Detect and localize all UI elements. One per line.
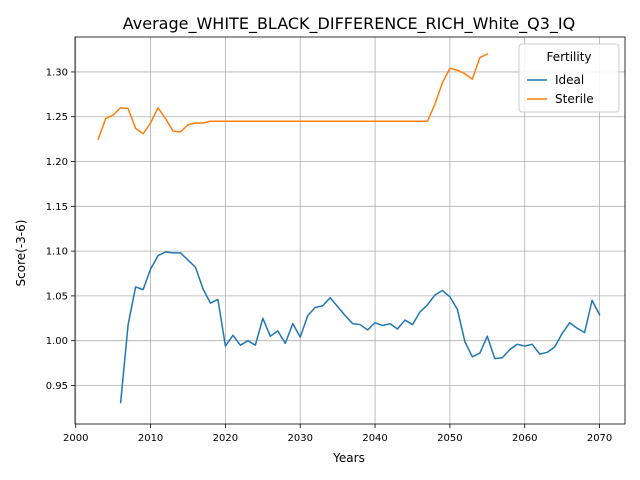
y-tick-label: 1.25	[46, 112, 68, 123]
x-tick-label: 2040	[362, 433, 387, 444]
x-tick-label: 2070	[587, 433, 612, 444]
y-tick-label: 1.00	[46, 336, 68, 347]
y-tick-label: 1.20	[46, 157, 68, 168]
x-tick-label: 2010	[138, 433, 163, 444]
chart-title: Average_WHITE_BLACK_DIFFERENCE_RICH_Whit…	[123, 14, 575, 34]
y-tick-label: 1.30	[46, 67, 68, 78]
x-tick-label: 2060	[512, 433, 537, 444]
y-axis-label: Score(-3-6)	[14, 220, 28, 287]
x-tick-label: 2030	[288, 433, 313, 444]
x-tick-label: 2000	[63, 433, 88, 444]
y-tick-label: 1.10	[46, 247, 68, 258]
legend-title: Fertility	[546, 50, 591, 64]
x-tick-label: 2020	[213, 433, 238, 444]
y-tick-label: 0.95	[46, 381, 68, 392]
legend: Fertility Ideal Sterile	[519, 44, 619, 112]
x-tick-label: 2050	[437, 433, 462, 444]
x-axis-label: Years	[332, 451, 365, 465]
y-tick-label: 1.15	[46, 202, 68, 213]
legend-label-sterile: Sterile	[555, 92, 594, 106]
y-tick-label: 1.05	[46, 291, 68, 302]
legend-label-ideal: Ideal	[555, 73, 584, 87]
